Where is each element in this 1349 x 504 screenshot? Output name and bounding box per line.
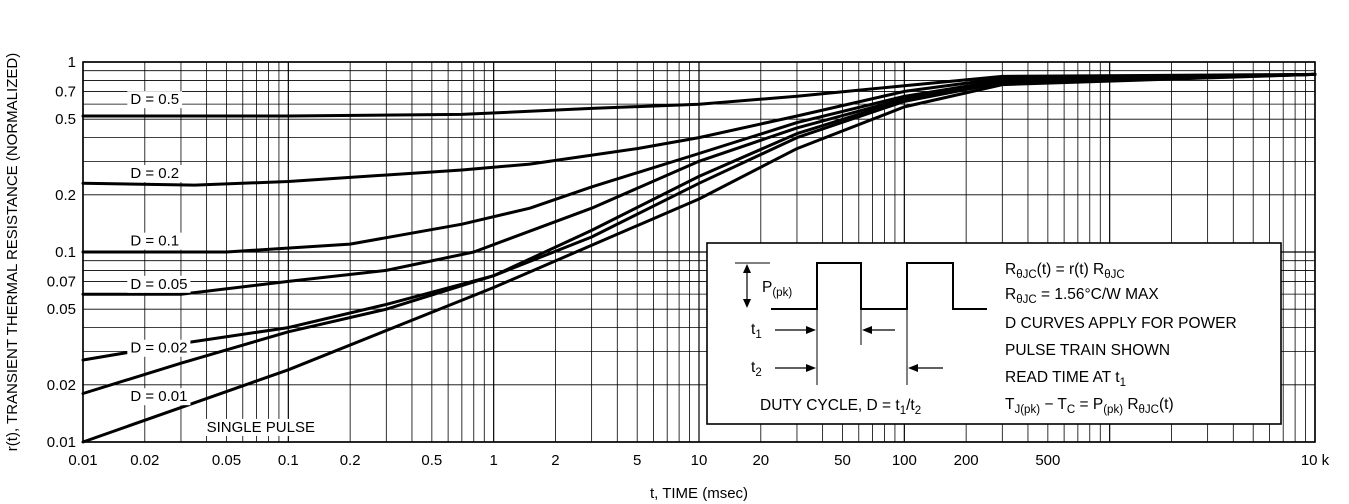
x-tick-label: 10 [691, 452, 708, 469]
y-tick-label: 0.7 [55, 83, 76, 100]
curve-label: SINGLE PULSE [203, 418, 319, 436]
inset-frame [706, 242, 1282, 425]
curve-label: D = 0.01 [127, 388, 191, 406]
y-axis-title: r(t), TRANSIENT THERMAL RESISTANCE (NORM… [4, 53, 21, 451]
curve-label: D = 0.1 [127, 232, 183, 250]
curve-d-0-2 [81, 72, 1317, 187]
y-tick-label: 0.07 [47, 273, 76, 290]
x-tick-label: 0.05 [212, 452, 241, 469]
inset-line-3: D CURVES APPLY FOR POWER [1005, 315, 1237, 332]
x-tick-label: 100 [892, 452, 917, 469]
curve-label-bg [127, 165, 183, 183]
t2-arrow-right-icon [806, 364, 816, 372]
ppk-arrow-down-icon [743, 299, 751, 308]
curve-label-bg [127, 339, 191, 357]
curve-label-text: D = 0.2 [130, 165, 179, 182]
curve-d-0-5 [81, 72, 1317, 118]
t2-label: t2 [751, 359, 762, 379]
curve-label-text: D = 0.05 [130, 276, 187, 293]
x-tick-label: 20 [752, 452, 769, 469]
t2-arrow-left-icon [908, 364, 918, 372]
inset-box: P(pk) t1 t2 DUTY CYCLE, D = t1/t2 RθJC(t… [706, 242, 1282, 425]
curves [81, 72, 1317, 444]
curve-label-bg [127, 275, 191, 293]
duty-cycle-formula: DUTY CYCLE, D = t1/t2 [760, 397, 921, 417]
inset-line-4: PULSE TRAIN SHOWN [1005, 342, 1170, 359]
curve-single-pulse [81, 72, 1317, 444]
y-tick-label: 1 [68, 54, 76, 71]
x-tick-label: 1 [489, 452, 497, 469]
x-tick-labels: 0.01 0.02 0.05 0.1 0.2 0.5 1 2 5 10 20 50 100 200 500 1… [68, 452, 1329, 469]
curve-label-text: D = 0.01 [130, 388, 187, 405]
curve-d-0-01 [81, 72, 1317, 395]
t1-label: t1 [751, 321, 762, 341]
curve-label-text: D = 0.5 [130, 91, 179, 108]
curve-label-text: SINGLE PULSE [207, 419, 315, 436]
curve-label: D = 0.5 [127, 91, 183, 109]
x-tick-label: 0.1 [278, 452, 299, 469]
x-tick-label: 10 k [1301, 452, 1330, 469]
curve-labels: D = 0.5 D = 0.2 D = 0.1 D = 0.05 D = 0.02 D =… [127, 91, 319, 436]
inset-line-6: TJ(pk) − TC = P(pk) RθJC(t) [1005, 396, 1174, 416]
x-tick-label: 0.5 [421, 452, 442, 469]
curve-label: D = 0.2 [127, 165, 183, 183]
curve-label: D = 0.05 [127, 275, 191, 293]
y-tick-label: 0.2 [55, 187, 76, 204]
x-tick-label: 50 [834, 452, 851, 469]
x-tick-label: 2 [551, 452, 559, 469]
x-tick-label: 5 [633, 452, 641, 469]
inset-line-5: READ TIME AT t1 [1005, 369, 1126, 389]
curve-label-bg [127, 232, 183, 250]
pulse-train-waveform [771, 262, 987, 310]
x-axis-title: t, TIME (msec) [650, 485, 748, 502]
plot-frame [82, 61, 1316, 443]
y-tick-label: 0.01 [47, 434, 76, 451]
inset-line-1: RθJC(t) = r(t) RθJC [1005, 261, 1125, 281]
y-tick-label: 0.02 [47, 377, 76, 394]
y-tick-label: 0.05 [47, 301, 76, 318]
curve-label-text: D = 0.1 [130, 233, 179, 250]
curve-label-bg [127, 388, 191, 406]
x-tick-label: 200 [954, 452, 979, 469]
inset-line-2: RθJC = 1.56°C/W MAX [1005, 286, 1159, 306]
curve-d-0-1 [81, 72, 1317, 254]
curve-label-text: D = 0.02 [130, 340, 187, 357]
y-tick-labels: 0.01 0.02 0.05 0.07 0.1 0.2 0.5 0.7 1 [47, 54, 76, 451]
x-tick-label: 500 [1035, 452, 1060, 469]
x-tick-label: 0.02 [130, 452, 159, 469]
y-tick-label: 0.5 [55, 111, 76, 128]
curve-label: D = 0.02 [127, 339, 191, 357]
x-tick-label: 0.2 [340, 452, 361, 469]
curve-label-bg [203, 418, 319, 436]
y-tick-label: 0.1 [55, 244, 76, 261]
curve-label-bg [127, 91, 183, 109]
t1-arrow-left-icon [862, 326, 872, 334]
ppk-label: P(pk) [762, 279, 792, 299]
ppk-arrow-up-icon [743, 264, 751, 273]
x-tick-label: 0.01 [68, 452, 97, 469]
t1-arrow-right-icon [806, 326, 816, 334]
